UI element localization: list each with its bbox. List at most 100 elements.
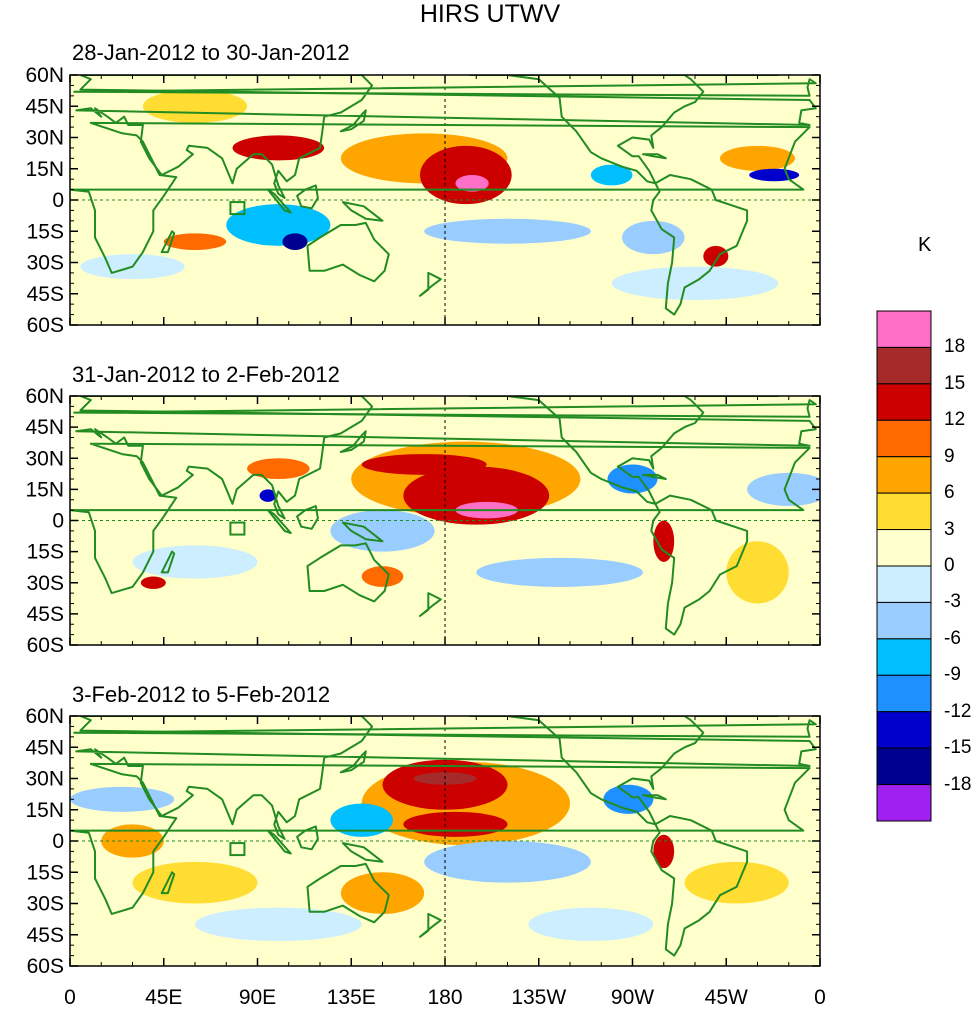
coastline-namerica: [469, 75, 705, 185]
lon-label: 45E: [145, 986, 182, 1009]
coastline-borneo: [296, 825, 319, 851]
coastline-africa: [70, 121, 811, 274]
map-panel-2: 60N 45N 30N 15N 0 15S 30S 45S 60S: [25, 385, 821, 657]
lat-label: 60S: [27, 634, 64, 657]
coastline-newguinea: [341, 521, 384, 543]
coastline-australia: [306, 542, 390, 603]
anomaly-region: [247, 458, 310, 479]
anomaly-region: [607, 464, 658, 494]
coastline-madagascar: [160, 871, 176, 895]
lat-label: 45N: [25, 416, 64, 439]
anomaly-region: [330, 803, 393, 837]
anomaly-region: [653, 834, 675, 869]
lat-label: 30S: [27, 572, 64, 595]
anomaly-region: [720, 145, 795, 171]
lat-label: 30N: [25, 768, 64, 791]
lat-label: 15S: [27, 541, 64, 564]
colorbar-swatch: [876, 456, 932, 494]
coastline-greenland: [694, 716, 780, 717]
lat-label: 30N: [25, 447, 64, 470]
anomaly-region: [361, 566, 404, 587]
anomaly-region: [403, 811, 508, 837]
anomaly-region: [142, 89, 248, 123]
coastline-greenland: [694, 75, 780, 76]
coastline-eurasia: [75, 396, 817, 520]
colorbar-tick-label: -12: [944, 700, 972, 722]
colorbar-tick-label: 6: [944, 482, 955, 504]
anomaly-region: [653, 520, 675, 562]
lat-label: 60S: [27, 314, 64, 337]
colorbar-swatch: [876, 711, 932, 749]
coastline-newguinea: [341, 201, 384, 222]
colorbar-tick-label: 12: [944, 409, 966, 431]
coastline-japan: [339, 750, 367, 774]
anomaly-region: [684, 861, 789, 904]
anomaly-region: [528, 907, 654, 941]
lat-label: 0: [52, 830, 64, 853]
lon-label: 0: [64, 986, 76, 1009]
lat-label: 45S: [27, 603, 64, 626]
coastline-uk: [73, 399, 817, 418]
coastline-japan: [339, 109, 367, 133]
colorbar-tick-label: 18: [944, 336, 966, 358]
anomaly-region: [163, 233, 227, 251]
lon-label: 135W: [511, 986, 566, 1009]
lat-label: 45S: [27, 283, 64, 306]
lat-label: 15S: [27, 220, 64, 243]
anomaly-region: [590, 164, 633, 186]
colorbar-tick-label: 3: [944, 518, 955, 540]
map-panel-1: 60N 45N 30N 15N 0 15S 30S 45S 60S: [25, 64, 821, 337]
anomaly-region: [140, 576, 166, 589]
lat-label: 45S: [27, 924, 64, 947]
colorbar-swatch: [876, 747, 932, 786]
colorbar-swatch: [876, 383, 932, 421]
lat-label: 45N: [25, 95, 64, 118]
colorbar-tick-label: 15: [944, 372, 966, 394]
coastline-cuba: [641, 473, 667, 480]
coastline-sumatra: [266, 829, 292, 855]
lat-label: 15N: [25, 158, 64, 181]
anomaly-region: [420, 145, 512, 205]
lon-label: 45W: [705, 986, 748, 1009]
colorbar-swatch: [876, 419, 932, 458]
lat-label: 0: [52, 510, 64, 533]
coastline-samerica: [650, 494, 749, 636]
coastline-sumatra: [266, 509, 292, 534]
coastline-nz: [419, 592, 442, 617]
coastline-nz: [419, 912, 442, 938]
coastline-borneo: [296, 505, 319, 530]
anomaly-region: [282, 233, 308, 251]
colorbar-swatch: [876, 784, 932, 822]
anomaly-region: [703, 245, 729, 267]
lat-label: 15N: [25, 799, 64, 822]
lat-label: 0: [52, 189, 64, 212]
coastline-africa: [70, 442, 811, 595]
colorbar-swatch: [876, 601, 932, 640]
coastline-madagascar: [160, 550, 176, 574]
coastline-namerica: [469, 396, 705, 505]
coastline-cuba: [641, 794, 667, 801]
anomaly-region: [611, 266, 779, 301]
coastline-borneo: [296, 184, 319, 210]
coastline-greenland: [694, 396, 780, 397]
anomaly-region: [259, 489, 277, 502]
colorbar-tick-label: 9: [944, 445, 955, 467]
colorbar-tick-label: -6: [944, 627, 961, 649]
coastline-newguinea: [341, 842, 384, 863]
coastline-africa: [70, 762, 811, 915]
colorbar-tick-label: -3: [944, 591, 961, 613]
coastline-eurasia: [75, 716, 817, 840]
colorbar-swatch: [876, 565, 932, 603]
anomaly-region: [132, 545, 258, 579]
colorbar-swatch: [876, 310, 932, 348]
region-box: [229, 201, 246, 216]
coastline-samerica: [650, 815, 749, 957]
coastline-sumatra: [266, 188, 292, 214]
region-box: [229, 521, 246, 536]
coastline-eurasia: [75, 75, 817, 199]
panel-1-title: 28-Jan-2012 to 30-Jan-2012: [72, 40, 350, 65]
coastline-nz: [419, 271, 442, 297]
anomaly-region: [226, 204, 331, 246]
coastline-australia: [306, 862, 390, 924]
anomaly-region: [747, 472, 820, 506]
